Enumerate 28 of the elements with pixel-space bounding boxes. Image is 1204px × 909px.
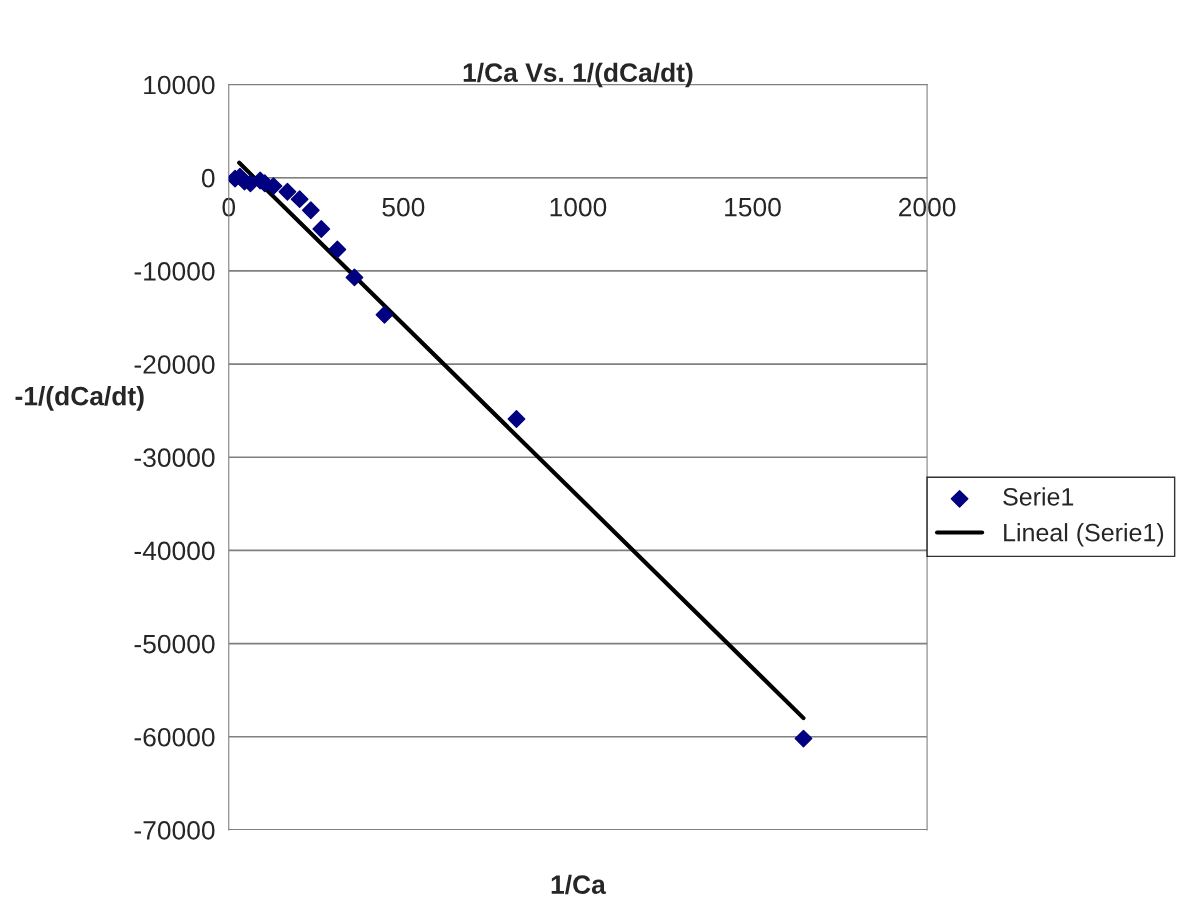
y-tick-label: -70000: [134, 821, 215, 840]
y-tick-label: -10000: [134, 262, 215, 281]
y-tick-label: -20000: [134, 355, 215, 374]
y-tick-label: -30000: [134, 448, 215, 468]
x-tick-label: 2000: [899, 197, 956, 217]
chart-title: 1/Ca Vs. 1/(dCa/dt): [463, 62, 693, 88]
y-tick-label: 10000: [144, 75, 215, 95]
legend-label: Serie1: [1003, 487, 1074, 506]
legend-label: Lineal (Serie1): [1004, 523, 1164, 547]
x-tick-label: 500: [382, 197, 425, 217]
y-axis-title: -1/(dCa/dt): [15, 386, 144, 411]
point: [290, 190, 309, 209]
x-axis-title: 1/Ca: [551, 874, 606, 895]
point: [794, 729, 813, 748]
y-tick-label: 0: [201, 168, 215, 188]
point: [345, 268, 364, 287]
x-tick-label: 0: [222, 197, 236, 217]
point: [301, 201, 320, 220]
point: [278, 182, 297, 201]
x-tick-label: 1500: [725, 197, 781, 217]
point: [507, 410, 526, 428]
y-tick-label: -40000: [134, 541, 215, 561]
y-tick-label: -60000: [134, 727, 215, 747]
point: [328, 240, 347, 259]
y-tick-label: -50000: [134, 634, 215, 654]
point: [312, 220, 331, 238]
x-tick-label: 1000: [550, 197, 607, 217]
point: [375, 305, 394, 324]
